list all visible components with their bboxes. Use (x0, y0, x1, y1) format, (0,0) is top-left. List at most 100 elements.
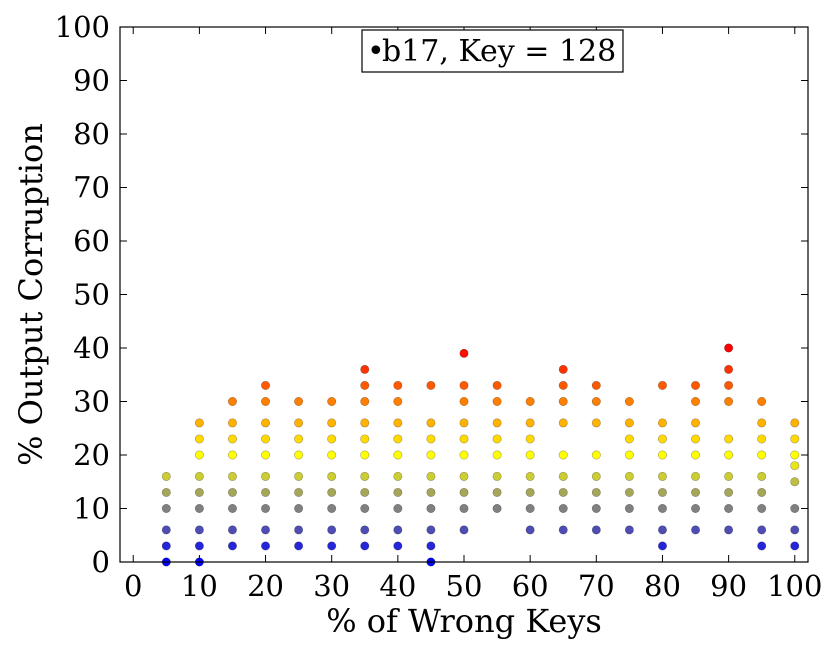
data-point (724, 450, 734, 460)
data-point (790, 434, 800, 444)
data-point (426, 525, 436, 535)
data-point (227, 503, 237, 513)
data-point (294, 396, 304, 406)
data-point (757, 434, 767, 444)
data-point (724, 434, 734, 444)
data-point (161, 487, 171, 497)
x-axis-title: % of Wrong Keys (326, 602, 602, 640)
data-point (724, 380, 734, 390)
data-point (558, 450, 568, 460)
legend-label: b17, Key = 128 (382, 34, 616, 69)
data-point (161, 541, 171, 551)
data-point (657, 541, 667, 551)
data-point (757, 450, 767, 460)
data-point (261, 396, 271, 406)
data-point (294, 487, 304, 497)
data-point (757, 541, 767, 551)
legend-marker-icon: • (367, 34, 385, 69)
data-point (657, 471, 667, 481)
x-tick-label: 30 (313, 569, 350, 603)
data-point (360, 471, 370, 481)
data-point (624, 396, 634, 406)
data-point (492, 396, 502, 406)
data-point (724, 471, 734, 481)
data-point (261, 450, 271, 460)
data-point (724, 343, 734, 353)
data-point (227, 525, 237, 535)
data-point (492, 503, 502, 513)
data-point (194, 434, 204, 444)
x-tick-label: 80 (644, 569, 681, 603)
data-point (227, 396, 237, 406)
data-point (194, 541, 204, 551)
data-point (261, 434, 271, 444)
data-point (724, 487, 734, 497)
data-point (790, 525, 800, 535)
data-point (227, 418, 237, 428)
data-point (294, 541, 304, 551)
data-point (161, 503, 171, 513)
data-point (558, 396, 568, 406)
data-point (161, 471, 171, 481)
data-point (757, 487, 767, 497)
data-point (525, 396, 535, 406)
data-point (558, 364, 568, 374)
data-point (294, 525, 304, 535)
data-point (657, 434, 667, 444)
axis-ticks: 0 10 20 30 40 50 60 70 80 90 100 0 10 20 30 40 50 60 70 80 9… (55, 10, 823, 603)
data-point (360, 450, 370, 460)
data-point (624, 471, 634, 481)
data-point (492, 418, 502, 428)
data-point (657, 418, 667, 428)
data-point (724, 525, 734, 535)
data-point (691, 525, 701, 535)
data-point (591, 471, 601, 481)
data-point (624, 434, 634, 444)
x-tick-label: 90 (710, 569, 747, 603)
data-point (558, 471, 568, 481)
data-point (459, 525, 469, 535)
data-point (691, 450, 701, 460)
data-point (360, 541, 370, 551)
data-point (294, 434, 304, 444)
data-point (360, 434, 370, 444)
data-point (558, 418, 568, 428)
data-point (459, 503, 469, 513)
data-point (691, 503, 701, 513)
data-point (360, 487, 370, 497)
data-point (624, 525, 634, 535)
data-point (327, 503, 337, 513)
data-point (194, 487, 204, 497)
data-point (558, 487, 568, 497)
data-point (393, 487, 403, 497)
data-point (691, 396, 701, 406)
data-point (294, 418, 304, 428)
y-tick-label: 0 (92, 545, 110, 579)
data-point (525, 471, 535, 481)
data-point (591, 487, 601, 497)
data-point (757, 503, 767, 513)
data-point (393, 525, 403, 535)
data-point (459, 434, 469, 444)
data-point (459, 396, 469, 406)
data-point (360, 396, 370, 406)
x-tick-label: 10 (181, 569, 218, 603)
data-point (790, 477, 800, 487)
data-point (558, 503, 568, 513)
data-point (459, 418, 469, 428)
data-point (194, 525, 204, 535)
data-point (624, 418, 634, 428)
data-point (691, 471, 701, 481)
x-tick-label: 40 (379, 569, 416, 603)
data-point (294, 450, 304, 460)
data-point (327, 525, 337, 535)
data-point (393, 541, 403, 551)
data-point (227, 450, 237, 460)
data-point (227, 434, 237, 444)
data-point (261, 471, 271, 481)
y-tick-label: 40 (73, 331, 110, 365)
data-point (525, 450, 535, 460)
y-tick-label: 80 (73, 117, 110, 151)
data-point (261, 503, 271, 513)
